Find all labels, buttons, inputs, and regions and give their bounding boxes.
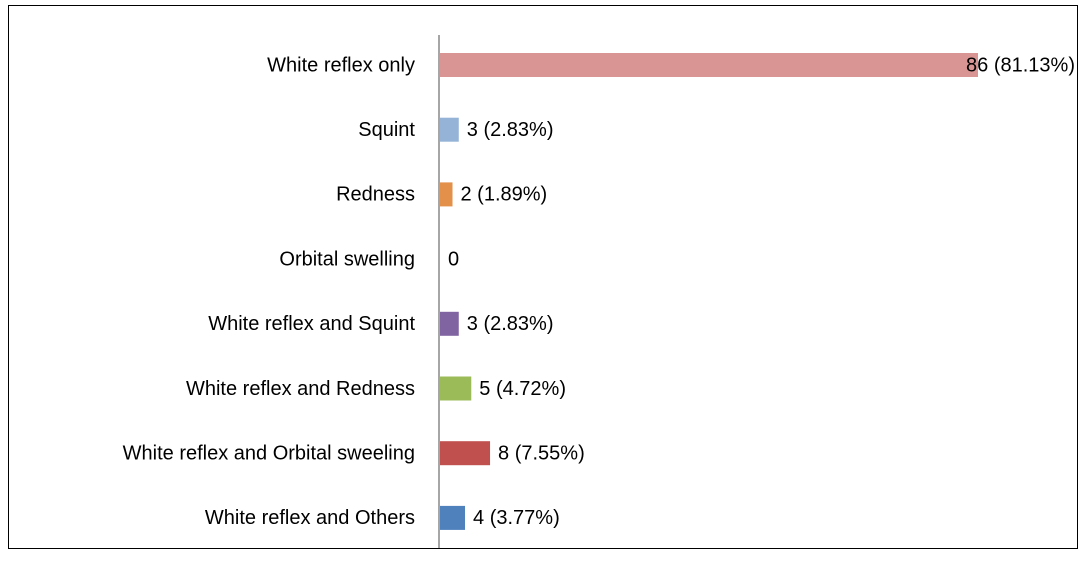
value-label: 4 (3.77%) bbox=[473, 507, 560, 529]
bar bbox=[440, 376, 472, 401]
value-label: 8 (7.55%) bbox=[498, 442, 585, 464]
bar bbox=[440, 311, 459, 336]
bar bbox=[440, 117, 459, 142]
bar bbox=[440, 505, 466, 530]
value-label: 3 (2.83%) bbox=[467, 313, 554, 335]
category-label: White reflex and Squint bbox=[208, 313, 415, 335]
bar bbox=[440, 441, 491, 466]
value-label: 3 (2.83%) bbox=[467, 119, 554, 141]
category-label: White reflex and Others bbox=[205, 507, 415, 529]
value-label: 5 (4.72%) bbox=[479, 378, 566, 400]
category-label: White reflex only bbox=[267, 54, 415, 76]
bar bbox=[440, 182, 453, 207]
value-label: 0 bbox=[448, 248, 459, 270]
category-label: White reflex and Redness bbox=[186, 378, 415, 400]
chart-border bbox=[8, 5, 1078, 549]
category-label: White reflex and Orbital sweeling bbox=[123, 442, 415, 464]
value-label: 2 (1.89%) bbox=[461, 184, 548, 206]
category-label: Squint bbox=[358, 119, 415, 141]
value-label: 86 (81.13%) bbox=[966, 54, 1075, 76]
bar bbox=[440, 53, 978, 77]
category-label: Redness bbox=[336, 184, 415, 206]
category-label: Orbital swelling bbox=[279, 248, 415, 270]
